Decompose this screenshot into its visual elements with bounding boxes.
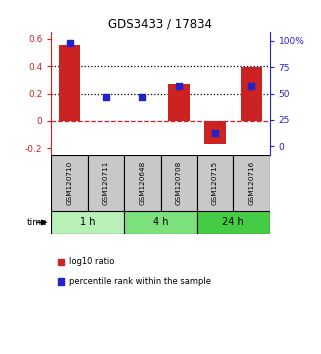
Title: GDS3433 / 17834: GDS3433 / 17834	[108, 18, 213, 31]
Text: GSM120710: GSM120710	[66, 161, 73, 205]
Bar	[59, 45, 81, 121]
Text: GSM120716: GSM120716	[248, 161, 255, 205]
Point	[176, 83, 181, 89]
Bar	[124, 155, 160, 211]
Text: 1 h: 1 h	[80, 217, 95, 227]
Text: time: time	[26, 218, 47, 227]
Point	[213, 130, 218, 136]
Text: 4 h: 4 h	[153, 217, 168, 227]
Bar	[124, 211, 197, 234]
Text: GSM120715: GSM120715	[212, 161, 218, 205]
Bar	[160, 155, 197, 211]
Text: log10 ratio: log10 ratio	[69, 257, 114, 267]
Point	[249, 83, 254, 89]
Text: GSM120708: GSM120708	[176, 161, 182, 205]
Bar	[51, 155, 88, 211]
Text: percentile rank within the sample: percentile rank within the sample	[69, 277, 211, 286]
Bar	[204, 121, 226, 144]
Bar	[168, 84, 190, 121]
Text: 24 h: 24 h	[222, 217, 244, 227]
Bar	[197, 211, 270, 234]
Bar	[233, 155, 270, 211]
Bar	[51, 211, 124, 234]
Text: GSM120711: GSM120711	[103, 161, 109, 205]
Bar	[240, 67, 262, 121]
Point	[140, 94, 145, 99]
Bar	[197, 155, 233, 211]
Point	[67, 40, 72, 46]
Point	[103, 94, 108, 99]
Bar	[88, 155, 124, 211]
Text: GSM120648: GSM120648	[139, 161, 145, 205]
